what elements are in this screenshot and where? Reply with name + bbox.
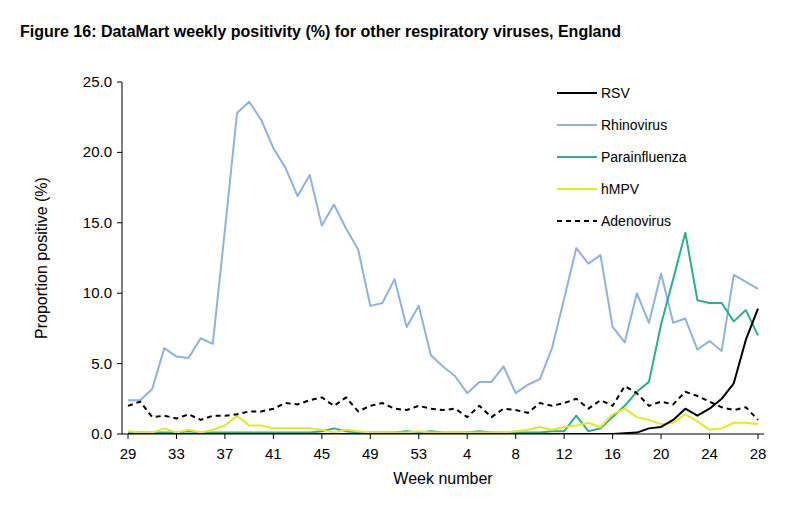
y-tick (117, 152, 122, 153)
x-tick (273, 434, 274, 439)
x-tick (321, 434, 322, 439)
y-tick-label: 5.0 (91, 355, 112, 372)
series-line (128, 102, 758, 401)
y-axis-label: Proportion positive (%) (33, 177, 50, 339)
x-tick (612, 434, 613, 439)
plot-area (128, 102, 758, 434)
legend-label: RSV (601, 85, 630, 101)
series-line (128, 409, 758, 433)
title: Figure 16: DataMart weekly positivity (%… (20, 23, 621, 40)
y-tick-label: 20.0 (83, 143, 112, 160)
x-tick-label: 20 (653, 445, 670, 462)
x-tick (758, 434, 759, 439)
series-line (128, 233, 758, 433)
chart: Figure 16: DataMart weekly positivity (%… (0, 0, 798, 508)
y-tick (117, 434, 122, 435)
y-tick (117, 222, 122, 223)
legend-swatch (557, 156, 597, 158)
x-tick-label: 4 (463, 445, 471, 462)
x-tick-label: 16 (604, 445, 621, 462)
x-tick (176, 434, 177, 439)
y-tick-label: 0.0 (91, 425, 112, 442)
x-tick-label: 49 (362, 445, 379, 462)
legend-label: Parainfluenza (601, 149, 687, 165)
x-tick (128, 434, 129, 439)
y-tick-label: 25.0 (83, 73, 112, 90)
legend-swatch (557, 124, 597, 126)
x-axis-label: Week number (393, 470, 493, 487)
legend-swatch (557, 92, 597, 94)
x-tick-label: 24 (701, 445, 718, 462)
x-tick-label: 33 (168, 445, 185, 462)
x-tick-label: 8 (512, 445, 520, 462)
x-tick-label: 45 (314, 445, 331, 462)
y-tick-label: 10.0 (83, 284, 112, 301)
legend-label: hMPV (601, 181, 640, 197)
y-tick (117, 293, 122, 294)
legend-swatch (557, 188, 597, 190)
x-tick (224, 434, 225, 439)
x-tick (661, 434, 662, 439)
x-tick (467, 434, 468, 439)
legend: RSV Rhinovirus Parainfluenza hMPV Adenovirus (557, 85, 687, 229)
y-tick (117, 82, 122, 83)
x-tick-label: 37 (217, 445, 234, 462)
x-tick (709, 434, 710, 439)
x-tick (370, 434, 371, 439)
legend-label: Adenovirus (601, 213, 671, 229)
x-tick (515, 434, 516, 439)
y-tick (117, 363, 122, 364)
series-line (128, 309, 758, 434)
series-line (128, 386, 758, 420)
x-tick (564, 434, 565, 439)
legend-label: Rhinovirus (601, 117, 667, 133)
legend-swatch (557, 220, 597, 222)
x-tick-label: 28 (750, 445, 767, 462)
y-axis-line (122, 82, 123, 434)
x-tick-label: 12 (556, 445, 573, 462)
x-tick-label: 53 (410, 445, 427, 462)
y-tick-label: 15.0 (83, 214, 112, 231)
x-tick (418, 434, 419, 439)
x-tick-label: 29 (120, 445, 137, 462)
x-tick-label: 41 (265, 445, 282, 462)
